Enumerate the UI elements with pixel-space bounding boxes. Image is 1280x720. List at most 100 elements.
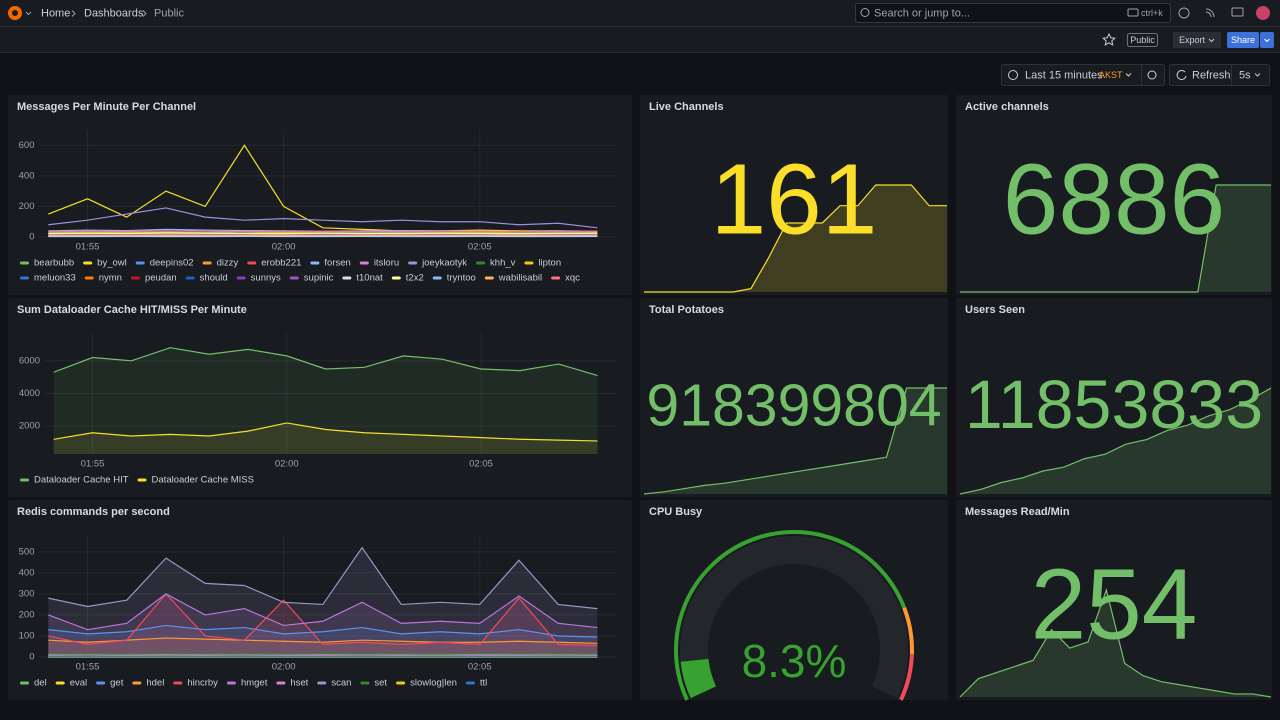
share-label: Share [1231, 35, 1255, 45]
stat-value: 161 [711, 143, 878, 255]
gauge-label: 8.3% [742, 635, 847, 687]
series-line [48, 144, 598, 234]
panel [640, 298, 948, 497]
legend-swatch [310, 261, 320, 265]
legend-label: xqc [565, 273, 580, 284]
sparkline [960, 184, 1271, 293]
legend-swatch [359, 261, 369, 265]
legend-label: hincrby [187, 678, 218, 689]
help-icon[interactable] [1178, 7, 1190, 19]
legend-label: Dataloader Cache MISS [152, 475, 254, 486]
panel [640, 500, 948, 700]
legend-swatch [524, 261, 534, 265]
y-tick-label: 0 [29, 232, 34, 243]
legend-swatch [391, 276, 401, 280]
legend-label: forsen [324, 258, 350, 269]
breadcrumb: Public [154, 7, 184, 19]
series-area [48, 593, 598, 657]
export-button[interactable] [1173, 32, 1221, 48]
series-line [53, 347, 598, 377]
legend-label: erobb221 [261, 258, 301, 269]
public-tag-label: Public [1130, 35, 1155, 45]
series-line [48, 592, 598, 647]
legend-swatch [408, 261, 418, 265]
legend-label: tryntoo [447, 273, 476, 284]
panel-title: Messages Per Minute Per Channel [17, 101, 196, 113]
y-tick-label: 600 [19, 140, 35, 151]
time-range: Last 15 minutes [1025, 69, 1103, 81]
search-shortcut: ctrl+k [1141, 8, 1163, 18]
zoom-out-icon[interactable] [1147, 70, 1157, 80]
breadcrumb[interactable]: Home [41, 7, 70, 19]
legend-swatch [130, 276, 140, 280]
series-area [48, 593, 598, 657]
breadcrumb[interactable]: Dashboards [84, 7, 144, 19]
legend-swatch [247, 261, 257, 265]
series-area [53, 347, 598, 454]
series-area [53, 422, 598, 454]
y-tick-label: 6000 [19, 355, 40, 366]
y-tick-label: 400 [19, 170, 35, 181]
legend-label: scan [331, 678, 351, 689]
share-button[interactable] [1227, 32, 1259, 48]
legend-label: t2x2 [406, 273, 424, 284]
legend-label: joeykaotyk [421, 258, 467, 269]
clock-icon [1008, 70, 1018, 80]
panel [8, 500, 632, 700]
panel-title: Redis commands per second [17, 506, 170, 518]
refresh-interval: 5s [1239, 69, 1251, 81]
series-area [48, 547, 598, 657]
legend-label: bearbubb [34, 258, 74, 269]
kiosk-icon[interactable] [1231, 7, 1244, 17]
panel [956, 500, 1272, 700]
legend-label: deepins02 [150, 258, 194, 269]
chevron [1254, 73, 1261, 77]
threshold-band [674, 530, 907, 701]
panel-title: CPU Busy [649, 506, 703, 518]
sparkline-area [960, 185, 1271, 292]
legend-label: t10nat [356, 273, 383, 284]
legend-swatch [342, 276, 352, 280]
legend-swatch [83, 261, 93, 265]
time-picker[interactable] [1001, 64, 1165, 86]
series-line [48, 207, 598, 229]
legend-swatch [476, 261, 486, 265]
legend-label: meluon33 [34, 273, 76, 284]
avatar[interactable] [1256, 6, 1270, 20]
legend-label: hdel [146, 678, 164, 689]
legend-swatch [289, 276, 299, 280]
refresh-picker[interactable] [1169, 64, 1270, 86]
chevron [1264, 38, 1270, 43]
legend-label: nymn [99, 273, 122, 284]
sparkline-area [960, 388, 1271, 494]
sparkline [644, 184, 947, 293]
share-menu[interactable] [1260, 32, 1274, 48]
legend-label: hset [290, 678, 308, 689]
legend-label: del [34, 678, 47, 689]
legend-swatch [484, 276, 494, 280]
legend-swatch [20, 478, 29, 482]
y-tick-label: 0 [29, 652, 34, 663]
series-line [48, 232, 598, 235]
x-tick-label: 02:00 [272, 242, 296, 253]
search-icon [860, 8, 870, 17]
legend-swatch [173, 681, 183, 685]
star-icon[interactable] [1102, 32, 1116, 46]
y-tick-label: 100 [19, 630, 35, 641]
legend-swatch [135, 261, 145, 265]
legend-label: supinic [304, 273, 334, 284]
panel [640, 95, 948, 295]
legend-swatch [432, 276, 442, 280]
stat-value: 11853833 [965, 367, 1263, 443]
legend-label: slowlog|len [410, 678, 457, 689]
stat-value: 254 [1031, 548, 1198, 660]
logo-inner [12, 10, 18, 16]
news-icon[interactable] [1205, 8, 1215, 18]
panel-title: Live Channels [649, 101, 724, 113]
legend-label: lipton [538, 258, 561, 269]
sparkline-area [644, 185, 947, 292]
search-box[interactable] [855, 3, 1171, 23]
refresh-label: Refresh [1192, 69, 1231, 81]
separator [142, 10, 147, 17]
